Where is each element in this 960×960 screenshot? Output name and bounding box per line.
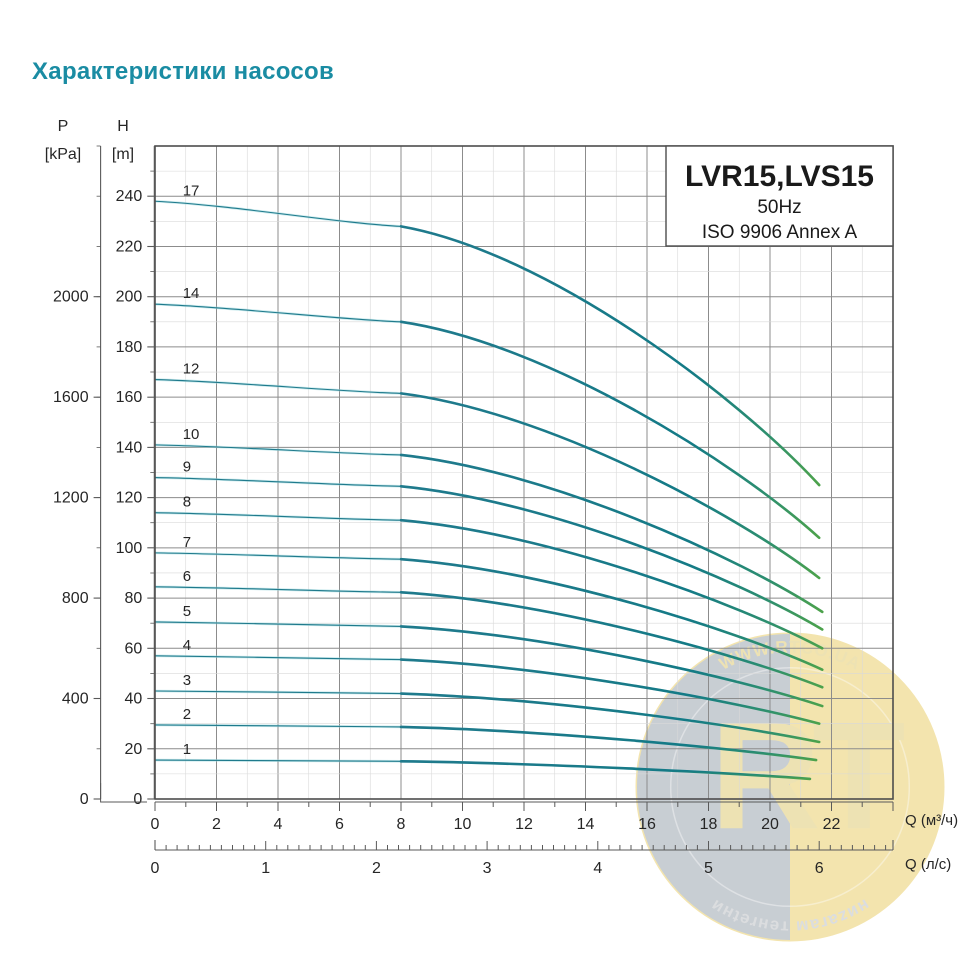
- svg-text:0: 0: [133, 791, 142, 808]
- svg-text:18: 18: [700, 816, 718, 833]
- svg-text:2: 2: [372, 860, 381, 877]
- svg-text:160: 160: [116, 389, 143, 406]
- svg-text:20: 20: [125, 741, 143, 758]
- svg-text:20: 20: [761, 816, 779, 833]
- svg-text:40: 40: [125, 691, 143, 708]
- svg-text:50Hz: 50Hz: [757, 197, 801, 218]
- svg-text:14: 14: [577, 816, 595, 833]
- svg-text:80: 80: [125, 590, 143, 607]
- svg-text:Q (м³/ч): Q (м³/ч): [905, 812, 958, 829]
- svg-text:10: 10: [183, 426, 200, 443]
- svg-text:[kPa]: [kPa]: [45, 146, 81, 163]
- svg-text:2000: 2000: [53, 289, 89, 306]
- svg-text:1: 1: [261, 860, 270, 877]
- svg-text:6: 6: [183, 568, 191, 585]
- svg-text:6: 6: [815, 860, 824, 877]
- svg-text:800: 800: [62, 590, 89, 607]
- svg-text:22: 22: [823, 816, 841, 833]
- svg-text:60: 60: [125, 640, 143, 657]
- svg-text:2: 2: [183, 706, 191, 723]
- svg-text:1: 1: [183, 741, 191, 758]
- svg-text:240: 240: [116, 188, 143, 205]
- svg-text:Q (л/с): Q (л/с): [905, 856, 951, 873]
- svg-text:220: 220: [116, 239, 143, 256]
- svg-text:6: 6: [335, 816, 344, 833]
- svg-text:H: H: [117, 118, 129, 135]
- svg-text:120: 120: [116, 490, 143, 507]
- svg-text:8: 8: [183, 494, 191, 511]
- svg-text:3: 3: [483, 860, 492, 877]
- svg-text:1600: 1600: [53, 389, 89, 406]
- svg-text:12: 12: [183, 361, 200, 378]
- svg-text:400: 400: [62, 691, 89, 708]
- svg-text:17: 17: [183, 182, 200, 199]
- svg-text:P: P: [58, 118, 69, 135]
- svg-text:200: 200: [116, 289, 143, 306]
- svg-text:2: 2: [212, 816, 221, 833]
- svg-text:180: 180: [116, 339, 143, 356]
- svg-text:ISO 9906 Annex A: ISO 9906 Annex A: [702, 222, 858, 243]
- svg-text:3: 3: [183, 672, 191, 689]
- svg-text:5: 5: [183, 603, 191, 620]
- svg-text:0: 0: [151, 860, 160, 877]
- svg-text:9: 9: [183, 459, 191, 476]
- svg-text:5: 5: [704, 860, 713, 877]
- svg-text:14: 14: [183, 285, 200, 302]
- svg-text:100: 100: [116, 540, 143, 557]
- svg-text:8: 8: [397, 816, 406, 833]
- svg-text:7: 7: [183, 534, 191, 551]
- svg-text:LVR15,LVS15: LVR15,LVS15: [685, 160, 874, 193]
- svg-text:1200: 1200: [53, 490, 89, 507]
- svg-text:4: 4: [274, 816, 283, 833]
- svg-text:0: 0: [151, 816, 160, 833]
- svg-text:12: 12: [515, 816, 533, 833]
- svg-text:16: 16: [638, 816, 656, 833]
- svg-text:4: 4: [183, 637, 191, 654]
- svg-text:140: 140: [116, 439, 143, 456]
- svg-text:4: 4: [593, 860, 602, 877]
- svg-text:[m]: [m]: [112, 146, 134, 163]
- svg-text:0: 0: [80, 791, 89, 808]
- svg-text:10: 10: [454, 816, 472, 833]
